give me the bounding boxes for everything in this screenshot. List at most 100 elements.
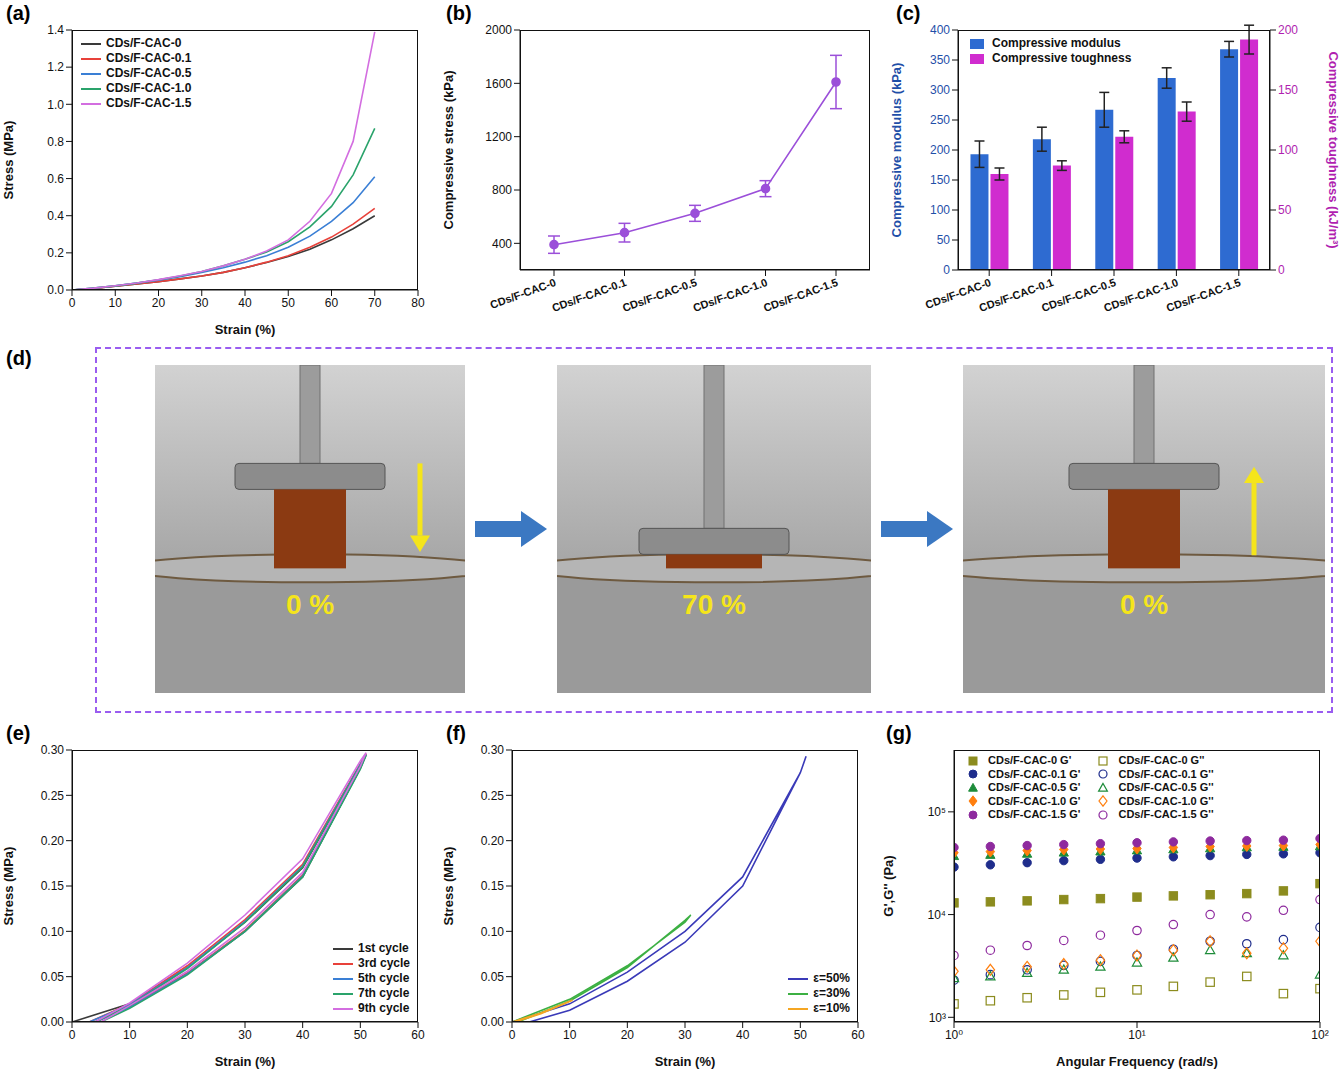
html-text:(a): (a): [6, 2, 31, 24]
svg-text:200: 200: [930, 143, 950, 157]
svg-text:0.30: 0.30: [481, 743, 505, 757]
svg-text:100: 100: [930, 203, 950, 217]
svg-text:1200: 1200: [485, 130, 512, 144]
svg-text:CDs/F-CAC-0.1: CDs/F-CAC-0.1: [550, 276, 628, 314]
svg-text:350: 350: [930, 53, 950, 67]
svg-text:150: 150: [930, 173, 950, 187]
svg-text:30: 30: [238, 1028, 252, 1042]
svg-text:10: 10: [123, 1028, 137, 1042]
html-text:(e): (e): [6, 722, 31, 744]
svg-text:0.25: 0.25: [481, 789, 505, 803]
html-text:(d): (d): [6, 347, 32, 369]
svg-text:150: 150: [1278, 83, 1298, 97]
svg-text:10: 10: [109, 296, 123, 310]
svg-text:50: 50: [794, 1028, 808, 1042]
svg-text:0.15: 0.15: [41, 879, 65, 893]
html-text:(b): (b): [446, 2, 472, 24]
svg-text:Strain (%): Strain (%): [215, 1054, 276, 1069]
svg-text:70: 70: [368, 296, 382, 310]
html-text:(g): (g): [886, 722, 912, 744]
svg-text:250: 250: [930, 113, 950, 127]
svg-text:800: 800: [492, 183, 512, 197]
svg-text:400: 400: [492, 237, 512, 251]
svg-text:0.30: 0.30: [41, 743, 65, 757]
svg-text:0.00: 0.00: [481, 1015, 505, 1029]
svg-text:10²: 10²: [1311, 1028, 1328, 1042]
svg-text:30: 30: [678, 1028, 692, 1042]
svg-text:60: 60: [325, 296, 339, 310]
svg-text:0: 0: [69, 1028, 76, 1042]
svg-text:0.20: 0.20: [41, 834, 65, 848]
svg-text:Stress (MPa): Stress (MPa): [1, 121, 16, 200]
svg-text:Compressive stress (kPa): Compressive stress (kPa): [441, 71, 456, 230]
svg-text:40: 40: [736, 1028, 750, 1042]
svg-text:1.4: 1.4: [47, 23, 64, 37]
svg-text:0.15: 0.15: [481, 879, 505, 893]
svg-text:0.20: 0.20: [481, 834, 505, 848]
svg-text:Compressive modulus (kPa): Compressive modulus (kPa): [890, 63, 904, 238]
svg-text:Stress (MPa): Stress (MPa): [1, 847, 16, 926]
svg-text:10: 10: [563, 1028, 577, 1042]
svg-text:0.05: 0.05: [481, 970, 505, 984]
svg-text:10⁵: 10⁵: [928, 805, 946, 819]
svg-text:200: 200: [1278, 23, 1298, 37]
svg-text:CDs/F-CAC-1.5: CDs/F-CAC-1.5: [762, 276, 840, 314]
svg-text:20: 20: [621, 1028, 635, 1042]
svg-text:CDs/F-CAC-0: CDs/F-CAC-0: [923, 275, 993, 311]
svg-text:2000: 2000: [485, 23, 512, 37]
svg-text:Compressive toughness (kJ/m³): Compressive toughness (kJ/m³): [1326, 51, 1341, 248]
svg-text:0.10: 0.10: [41, 925, 65, 939]
svg-text:400: 400: [930, 23, 950, 37]
svg-text:60: 60: [851, 1028, 865, 1042]
svg-text:0 %: 0 %: [286, 589, 334, 620]
svg-text:50: 50: [1278, 203, 1292, 217]
svg-text:1.2: 1.2: [47, 60, 64, 74]
svg-text:300: 300: [930, 83, 950, 97]
svg-text:60: 60: [411, 1028, 425, 1042]
svg-text:40: 40: [296, 1028, 310, 1042]
svg-text:10⁰: 10⁰: [945, 1028, 963, 1042]
svg-text:CDs/F-CAC-0.5: CDs/F-CAC-0.5: [1039, 275, 1118, 314]
svg-text:0.10: 0.10: [481, 925, 505, 939]
svg-text:Stress (MPa): Stress (MPa): [441, 847, 456, 926]
svg-text:100: 100: [1278, 143, 1298, 157]
svg-text:CDs/F-CAC-1.0: CDs/F-CAC-1.0: [1102, 275, 1180, 314]
svg-text:30: 30: [195, 296, 209, 310]
svg-text:CDs/F-CAC-1.0: CDs/F-CAC-1.0: [691, 276, 769, 314]
svg-text:CDs/F-CAC-0.1: CDs/F-CAC-0.1: [977, 275, 1055, 314]
svg-text:0.6: 0.6: [47, 172, 64, 186]
svg-text:10⁴: 10⁴: [927, 908, 946, 922]
svg-text:0: 0: [509, 1028, 516, 1042]
svg-text:20: 20: [181, 1028, 195, 1042]
svg-text:CDs/F-CAC-1.5: CDs/F-CAC-1.5: [1165, 276, 1243, 314]
svg-text:0.00: 0.00: [41, 1015, 65, 1029]
svg-text:0: 0: [1278, 263, 1285, 277]
svg-text:50: 50: [354, 1028, 368, 1042]
svg-text:CDs/F-CAC-0.5: CDs/F-CAC-0.5: [621, 276, 699, 314]
svg-text:Angular Frequency (rad/s): Angular Frequency (rad/s): [1056, 1054, 1218, 1069]
svg-text:80: 80: [411, 296, 425, 310]
svg-text:0.2: 0.2: [47, 246, 64, 260]
svg-text:40: 40: [238, 296, 252, 310]
svg-text:0.8: 0.8: [47, 135, 64, 149]
svg-text:10¹: 10¹: [1128, 1028, 1145, 1042]
svg-text:0 %: 0 %: [1120, 589, 1168, 620]
svg-text:1600: 1600: [485, 77, 512, 91]
svg-text:20: 20: [152, 296, 166, 310]
svg-text:0.4: 0.4: [47, 209, 64, 223]
svg-text:0: 0: [943, 263, 950, 277]
svg-text:70 %: 70 %: [682, 589, 746, 620]
svg-text:Strain (%): Strain (%): [215, 322, 276, 337]
svg-text:50: 50: [282, 296, 296, 310]
svg-text:50: 50: [937, 233, 951, 247]
svg-text:10³: 10³: [929, 1011, 946, 1025]
svg-text:1.0: 1.0: [47, 98, 64, 112]
svg-text:0.25: 0.25: [41, 789, 65, 803]
svg-text:CDs/F-CAC-0: CDs/F-CAC-0: [488, 276, 557, 311]
svg-text:0.0: 0.0: [47, 283, 64, 297]
svg-text:G',G'' (Pa): G',G'' (Pa): [881, 855, 896, 916]
html-text:(c): (c): [896, 2, 921, 24]
svg-text:0: 0: [69, 296, 76, 310]
svg-text:Strain (%): Strain (%): [655, 1054, 716, 1069]
svg-text:0.05: 0.05: [41, 970, 65, 984]
